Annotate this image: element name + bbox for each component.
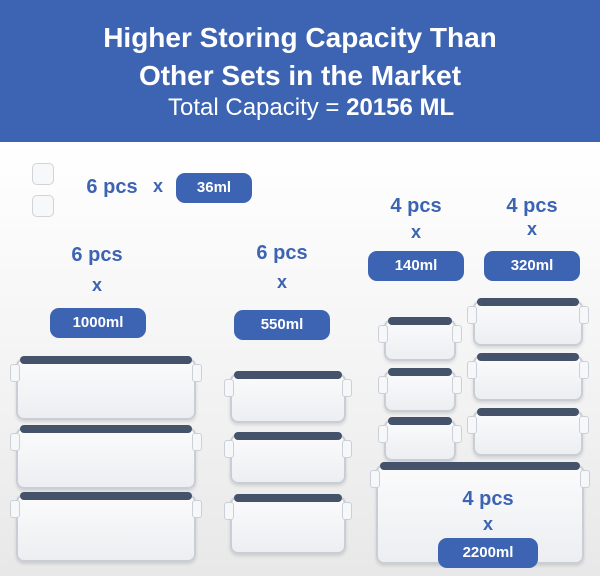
midi-times: x (526, 219, 537, 239)
header-banner: Higher Storing Capacity Than Other Sets … (0, 0, 600, 142)
midi-container-image (467, 353, 589, 401)
medium-container-image (224, 371, 352, 423)
mini-count: 4 pcs (390, 195, 442, 217)
medium-container-image (224, 432, 352, 484)
xl-size-badge: 2200ml (438, 538, 538, 568)
medium-times: x (276, 272, 287, 292)
large-container-image (10, 356, 202, 420)
total-capacity-value: 20156 ML (346, 94, 455, 121)
small-count: 6 pcs (86, 176, 138, 198)
headline-line-1: Higher Storing Capacity Than (103, 22, 497, 53)
small-times: x (152, 176, 163, 196)
small-size-badge: 36ml (176, 173, 252, 203)
mini-container-image (378, 317, 462, 361)
midi-container-image (467, 298, 589, 346)
small-container-image (32, 195, 54, 217)
mini-times: x (410, 222, 421, 242)
large-times: x (91, 275, 102, 295)
large-container-image (10, 492, 202, 562)
mini-container-image (378, 417, 462, 461)
medium-container-image (224, 494, 352, 554)
midi-size-badge: 320ml (484, 251, 580, 281)
mini-container-image (378, 368, 462, 412)
headline-line-2: Other Sets in the Market (138, 60, 462, 91)
large-container-image (10, 425, 202, 489)
small-container-image (32, 163, 54, 185)
medium-size-badge: 550ml (234, 310, 330, 340)
xl-times: x (482, 514, 493, 534)
midi-container-image (467, 408, 589, 456)
medium-count: 6 pcs (256, 242, 308, 264)
xl-count: 4 pcs (462, 488, 514, 510)
large-size-badge: 1000ml (50, 308, 146, 338)
total-capacity-label: Total Capacity = (168, 94, 340, 121)
mini-size-badge: 140ml (368, 251, 464, 281)
midi-count: 4 pcs (506, 195, 558, 217)
large-count: 6 pcs (71, 244, 123, 266)
total-capacity: Total Capacity = 20156 ML (168, 94, 454, 122)
